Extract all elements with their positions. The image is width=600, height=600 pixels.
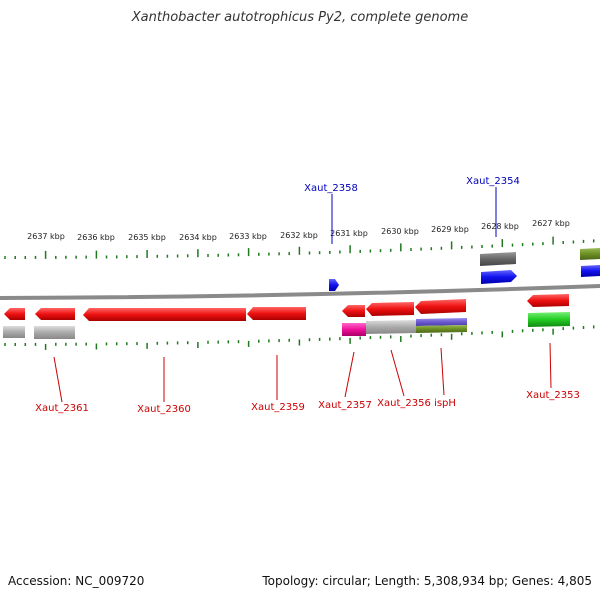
leader-xaut-2353 (549, 342, 552, 389)
scale-label: 2633 kbp (229, 232, 267, 241)
gene-red-edge[interactable] (4, 308, 25, 320)
gene-xaut-2353[interactable] (527, 294, 569, 307)
genome-summary-text: Topology: circular; Length: 5,308,934 bp… (262, 574, 592, 588)
gene-isph-lower-slate[interactable] (416, 318, 467, 326)
scale-label: 2629 kbp (431, 225, 469, 234)
gene-xaut-2357-lower[interactable] (342, 323, 366, 336)
scale-label: 2630 kbp (381, 227, 419, 236)
gene-xaut-2357[interactable] (342, 305, 365, 317)
scale-label: 2635 kbp (128, 233, 166, 242)
scale-label: 2634 kbp (179, 233, 217, 242)
reverse-strand-genes (3, 294, 570, 339)
gene-label-xaut-2354[interactable]: Xaut_2354 (466, 176, 520, 187)
scale-label: 2636 kbp (77, 233, 115, 242)
gene-isph[interactable] (415, 299, 466, 314)
label-leaders (53, 187, 552, 403)
gene-label-xaut-2356[interactable]: Xaut_2356 (377, 398, 431, 409)
gene-xaut-2354[interactable] (481, 270, 517, 284)
scale-label: 2628 kbp (481, 222, 519, 231)
map-title: Xanthobacter autotrophicus Py2, complete… (131, 10, 469, 25)
scale-label: 2632 kbp (280, 231, 318, 240)
gene-xaut-2358[interactable] (329, 279, 339, 291)
gene-label-isph[interactable]: ispH (434, 398, 456, 409)
gene-isph-lower-olive[interactable] (416, 325, 467, 333)
outer-scale-ticks (4, 236, 595, 259)
gene-label-xaut-2359[interactable]: Xaut_2359 (251, 402, 305, 413)
gene-xaut-2356-lower[interactable] (366, 320, 416, 334)
gene-label-xaut-2360[interactable]: Xaut_2360 (137, 404, 191, 415)
gene-xaut-2356[interactable] (366, 302, 414, 316)
leader-xaut-2357 (344, 351, 355, 398)
scale-label: 2631 kbp (330, 229, 368, 238)
gene-label-xaut-2358[interactable]: Xaut_2358 (304, 183, 358, 194)
gene-label-xaut-2353[interactable]: Xaut_2353 (526, 390, 580, 401)
leader-xaut-2356 (390, 349, 405, 397)
gene-labels: Xaut_2358 Xaut_2354 Xaut_2361 Xaut_2360 … (35, 176, 580, 415)
scale-label: 2627 kbp (532, 219, 570, 228)
gene-xaut-2359[interactable] (247, 307, 306, 320)
gene-xaut-2361[interactable] (35, 308, 75, 320)
leader-xaut-2361 (53, 356, 63, 403)
accession-text: Accession: NC_009720 (8, 574, 145, 588)
gene-xaut-2361-lower[interactable] (34, 326, 75, 339)
gene-xaut-2353-lower[interactable] (528, 312, 570, 327)
scale-label: 2637 kbp (27, 232, 65, 241)
gene-label-xaut-2361[interactable]: Xaut_2361 (35, 403, 89, 414)
scale-labels: 2637 kbp 2636 kbp 2635 kbp 2634 kbp 2633… (27, 219, 570, 242)
leader-isph (440, 347, 445, 396)
forward-strand-genes (329, 248, 600, 291)
gene-label-xaut-2357[interactable]: Xaut_2357 (318, 400, 372, 411)
gene-xaut-2360[interactable] (83, 308, 246, 321)
inner-scale-ticks (4, 325, 595, 350)
gene-grey-edge[interactable] (3, 326, 25, 338)
genome-backbone (0, 284, 600, 300)
gene-xaut-2354-upper[interactable] (480, 252, 516, 266)
gene-olive-edge[interactable] (580, 248, 600, 260)
gene-blue-edge[interactable] (581, 265, 600, 277)
